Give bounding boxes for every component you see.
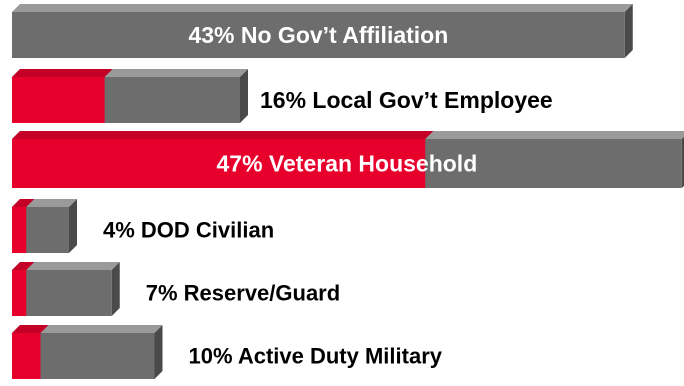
bar-red-segment bbox=[12, 207, 27, 253]
bar-label-1: 43% No Gov’t Affiliation bbox=[188, 22, 448, 48]
bar-side-face bbox=[624, 4, 633, 58]
bar-4: 4% DOD Civilian bbox=[12, 199, 274, 253]
bar-side-face bbox=[154, 325, 163, 379]
bar-gray-segment bbox=[12, 270, 112, 316]
bar-top-face bbox=[12, 4, 633, 12]
bar-label-5: 7% Reserve/Guard bbox=[146, 281, 340, 306]
bar-side-face bbox=[240, 69, 248, 123]
bar-label-2: 16% Local Gov’t Employee bbox=[260, 87, 553, 113]
bar-label-6: 10% Active Duty Military bbox=[189, 344, 443, 369]
bar-top-face-red bbox=[12, 69, 113, 77]
bar-red-segment bbox=[12, 333, 41, 379]
bar-3: 47% Veteran Household bbox=[12, 131, 684, 188]
bar-top-face-red bbox=[12, 131, 434, 139]
bar-red-segment bbox=[12, 77, 105, 123]
bar-red-segment bbox=[12, 139, 426, 188]
bar-red-segment bbox=[12, 270, 27, 316]
bar-top-face bbox=[12, 262, 120, 270]
bar-top-face-red bbox=[12, 325, 49, 333]
bar-top-face-red bbox=[12, 199, 35, 207]
bar-label-3: 47% Veteran Household bbox=[217, 151, 478, 177]
bar-top-face-red bbox=[12, 262, 35, 270]
bar-side-face bbox=[69, 199, 77, 253]
bar-5: 7% Reserve/Guard bbox=[12, 262, 340, 316]
bar-6: 10% Active Duty Military bbox=[12, 325, 443, 379]
bar-side-face bbox=[111, 262, 120, 316]
bar-gray-segment bbox=[12, 12, 625, 58]
bar-2: 16% Local Gov’t Employee bbox=[12, 69, 553, 123]
bar-side-face bbox=[681, 136, 684, 188]
bar-1: 43% No Gov’t Affiliation bbox=[12, 4, 633, 58]
bar-top-face bbox=[12, 325, 163, 333]
bar-label-4: 4% DOD Civilian bbox=[103, 218, 274, 243]
